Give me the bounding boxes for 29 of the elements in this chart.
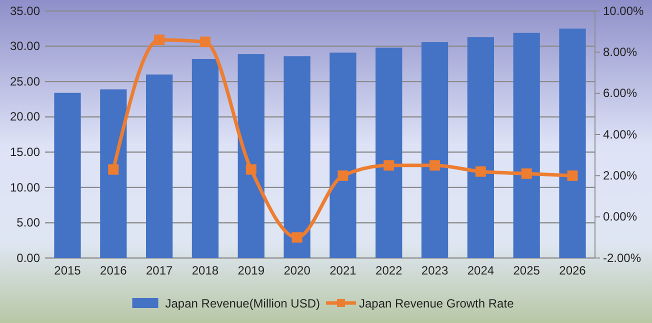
y-tick-label: 25.00 xyxy=(10,74,40,88)
y2-tick-label: -2.00% xyxy=(603,250,642,265)
x-tick-label: 2017 xyxy=(146,264,173,278)
y2-tick-label: 10.00% xyxy=(603,4,644,18)
y2-tick-label: 8.00% xyxy=(603,45,638,60)
y2-tick-label: 6.00% xyxy=(603,86,638,100)
y-tick-label: 10.00 xyxy=(10,180,40,194)
x-tick-label: 2023 xyxy=(421,264,448,278)
y-tick-label: 5.00 xyxy=(16,216,40,230)
x-tick-label: 2020 xyxy=(284,264,311,278)
x-tick-label: 2021 xyxy=(330,264,357,278)
x-tick-label: 2026 xyxy=(559,264,586,278)
x-tick-label: 2024 xyxy=(467,264,494,278)
y2-tick-label: 2.00% xyxy=(603,168,638,183)
y2-tick-label: 0.00% xyxy=(603,210,638,224)
legend-label: Japan Revenue Growth Rate xyxy=(358,296,514,310)
legend-label: Japan Revenue(Million USD) xyxy=(165,296,320,310)
x-tick-label: 2015 xyxy=(54,264,82,278)
x-tick-label: 2019 xyxy=(238,264,265,278)
x-tick-label: 2025 xyxy=(513,264,540,278)
y-tick-label: 35.00 xyxy=(10,4,40,18)
y2-tick-label: 4.00% xyxy=(603,127,638,142)
y-tick-label: 20.00 xyxy=(10,110,40,124)
x-tick-label: 2022 xyxy=(376,264,403,278)
x-tick-label: 2016 xyxy=(100,264,128,278)
y-tick-label: 15.00 xyxy=(10,144,40,159)
y-tick-label: 0.00 xyxy=(16,250,40,265)
x-tick-label: 2018 xyxy=(192,264,219,278)
y-tick-label: 30.00 xyxy=(10,39,40,54)
